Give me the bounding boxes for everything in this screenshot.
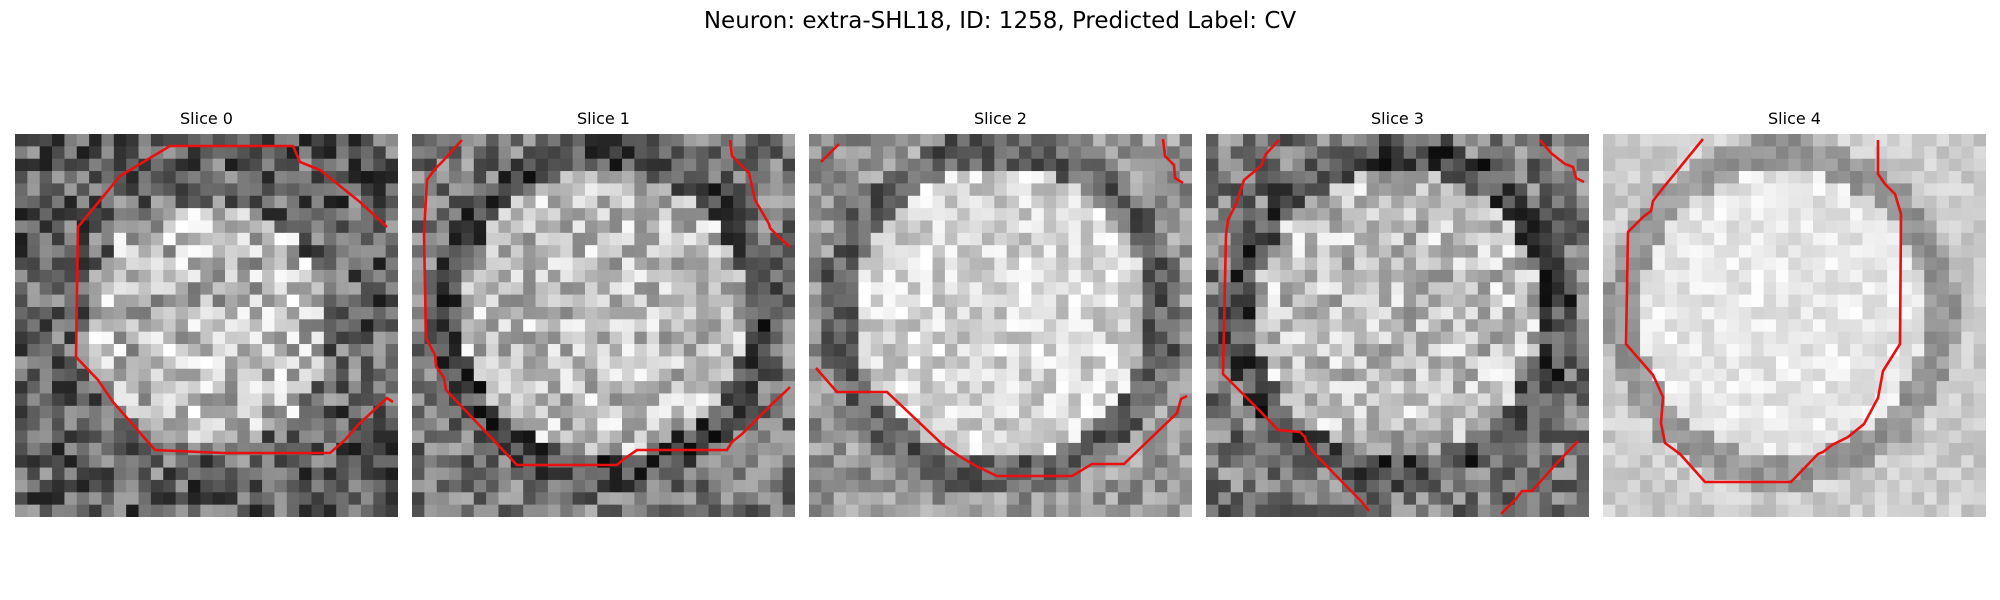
panel-slice-3: Slice 3 bbox=[1206, 0, 1589, 600]
contour-line bbox=[1539, 139, 1585, 184]
panel-title: Slice 3 bbox=[1371, 109, 1424, 128]
slice-image bbox=[15, 134, 398, 517]
contour-line bbox=[728, 139, 791, 248]
panel-title: Slice 0 bbox=[180, 109, 233, 128]
panel-slice-0: Slice 0 bbox=[15, 0, 398, 600]
slice-image bbox=[1603, 134, 1986, 517]
panel-title: Slice 2 bbox=[974, 109, 1027, 128]
pixel-grid bbox=[1206, 134, 1589, 517]
contour-line bbox=[1500, 440, 1579, 515]
figure-title: Neuron: extra-SHL18, ID: 1258, Predicted… bbox=[703, 8, 1297, 34]
pixel-grid bbox=[1603, 134, 1986, 517]
contour-line bbox=[820, 143, 840, 163]
panel-slice-2: Slice 2 bbox=[809, 0, 1192, 600]
contour-line bbox=[422, 139, 791, 467]
panel-slice-4: Slice 4 bbox=[1603, 0, 1986, 600]
contour-line bbox=[1161, 138, 1184, 185]
pixel-grid bbox=[15, 134, 398, 517]
contour-line bbox=[74, 144, 394, 455]
pixel-grid bbox=[412, 134, 795, 517]
panel-title: Slice 1 bbox=[577, 109, 630, 128]
contour-line bbox=[815, 367, 1188, 478]
panel-slice-1: Slice 1 bbox=[412, 0, 795, 600]
slice-image bbox=[1206, 134, 1589, 517]
slice-image bbox=[412, 134, 795, 517]
panel-title: Slice 4 bbox=[1768, 109, 1821, 128]
pixel-grid bbox=[809, 134, 1192, 517]
contour-line bbox=[1624, 138, 1903, 484]
contour-line bbox=[1221, 139, 1371, 512]
slice-image bbox=[809, 134, 1192, 517]
